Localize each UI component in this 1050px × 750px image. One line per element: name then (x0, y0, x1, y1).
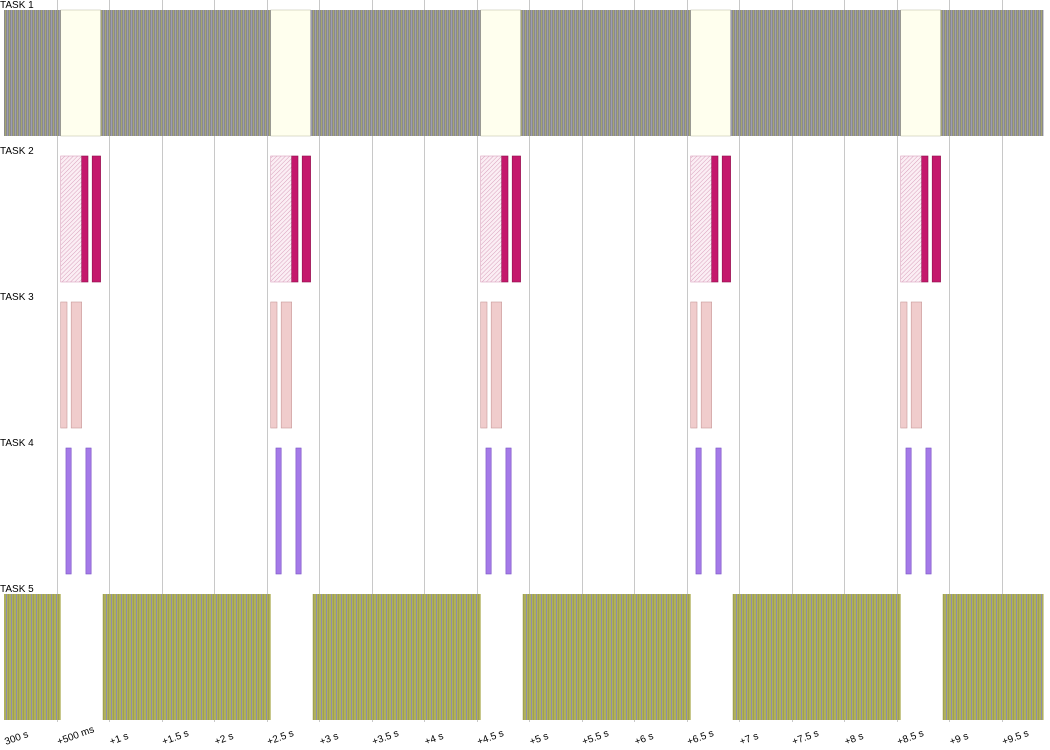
tick-label: +3 s (318, 731, 340, 748)
task4-block (925, 447, 932, 575)
task3-block (490, 301, 503, 429)
task5-run-block (102, 594, 271, 720)
task3-block (70, 301, 82, 429)
task3-block (480, 301, 488, 429)
task3-block (280, 301, 293, 429)
tick-label: +5 s (528, 731, 550, 748)
task5-run-block (312, 594, 481, 720)
task1-idle-block (900, 9, 941, 137)
task1-run-block (100, 10, 271, 136)
task2-hatched-block (690, 155, 713, 283)
task5-run-block (522, 594, 691, 720)
task-label: TASK 4 (0, 438, 34, 449)
tick-label: +1 s (108, 731, 130, 748)
tick-label: +4 s (423, 731, 445, 748)
task3-block (60, 301, 68, 429)
task2-solid-block (511, 155, 521, 283)
task1-run-block (940, 10, 1044, 136)
task2-solid-block (501, 155, 509, 283)
task1-idle-block (270, 9, 311, 137)
task1-idle-block (690, 9, 731, 137)
task4-block (505, 447, 512, 575)
task4-block (85, 447, 92, 575)
task4-block (275, 447, 282, 575)
task2-hatched-block (270, 155, 293, 283)
task3-block (700, 301, 713, 429)
task2-solid-block (91, 155, 101, 283)
task2-hatched-block (60, 155, 83, 283)
task-tracks (4, 9, 1044, 720)
task5-run-block (732, 594, 901, 720)
tick-label: +6.5 s (686, 728, 716, 748)
task3-block (690, 301, 698, 429)
task-label: TASK 1 (0, 0, 34, 11)
task3-block (910, 301, 923, 429)
task4-block (715, 447, 722, 575)
tick-label: +6 s (633, 731, 655, 748)
task5-run-block (4, 594, 61, 720)
task2-solid-block (721, 155, 731, 283)
tick-label: +2 s (213, 731, 235, 748)
tick-label: +4.5 s (476, 728, 506, 748)
tick-label: +9 s (948, 731, 970, 748)
tick-label: +9.5 s (1001, 728, 1031, 748)
task4-block (295, 447, 302, 575)
tick-label: +1.5 s (161, 728, 191, 748)
task1-run-block (730, 10, 901, 136)
task4-block (65, 447, 72, 575)
tick-label: 300 s (3, 729, 30, 748)
task-label: TASK 3 (0, 292, 34, 303)
time-axis: 300 s +500 ms +1 s +1.5 s +2 s +2.5 s +3 s +3.5… (3, 724, 1030, 748)
tick-label: +2.5 s (266, 728, 296, 748)
tick-label: +7.5 s (791, 728, 821, 748)
task2-solid-block (921, 155, 929, 283)
task4-block (905, 447, 912, 575)
task2-solid-block (81, 155, 89, 283)
task2-solid-block (931, 155, 941, 283)
tick-label: +8.5 s (896, 728, 926, 748)
task1-run-block (4, 10, 61, 136)
task2-solid-block (711, 155, 719, 283)
task1-run-block (310, 10, 481, 136)
task4-block (485, 447, 492, 575)
tick-label: +7 s (738, 731, 760, 748)
task1-idle-block (60, 9, 101, 137)
task1-run-block (520, 10, 691, 136)
tick-label: +5.5 s (581, 728, 611, 748)
task2-hatched-block (480, 155, 503, 283)
task-label: TASK 2 (0, 146, 34, 157)
task4-block (695, 447, 702, 575)
task2-solid-block (301, 155, 311, 283)
task-label: TASK 5 (0, 584, 34, 595)
tick-label: +3.5 s (371, 728, 401, 748)
tick-label: +8 s (843, 731, 865, 748)
task3-block (900, 301, 908, 429)
task2-solid-block (291, 155, 299, 283)
task2-hatched-block (900, 155, 923, 283)
tick-label: +500 ms (56, 724, 96, 748)
task1-idle-block (480, 9, 521, 137)
task5-run-block (942, 594, 1044, 720)
task3-block (270, 301, 278, 429)
